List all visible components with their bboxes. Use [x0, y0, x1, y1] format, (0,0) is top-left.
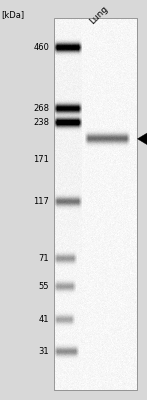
Text: 55: 55 — [39, 282, 49, 291]
Text: 71: 71 — [39, 254, 49, 263]
Text: 117: 117 — [33, 198, 49, 206]
Polygon shape — [137, 130, 147, 148]
Bar — [0, 0, 54, 400]
Text: 460: 460 — [33, 43, 49, 52]
Bar — [54, 18, 137, 390]
Text: 268: 268 — [33, 104, 49, 113]
Text: [kDa]: [kDa] — [1, 10, 25, 19]
Bar — [54, 18, 137, 390]
Text: Lung: Lung — [88, 4, 110, 26]
Bar — [137, 0, 147, 400]
Bar — [0, 0, 147, 18]
Text: 238: 238 — [33, 118, 49, 126]
Bar — [0, 390, 147, 400]
Text: 171: 171 — [33, 155, 49, 164]
Text: 41: 41 — [39, 316, 49, 324]
Text: 31: 31 — [39, 347, 49, 356]
